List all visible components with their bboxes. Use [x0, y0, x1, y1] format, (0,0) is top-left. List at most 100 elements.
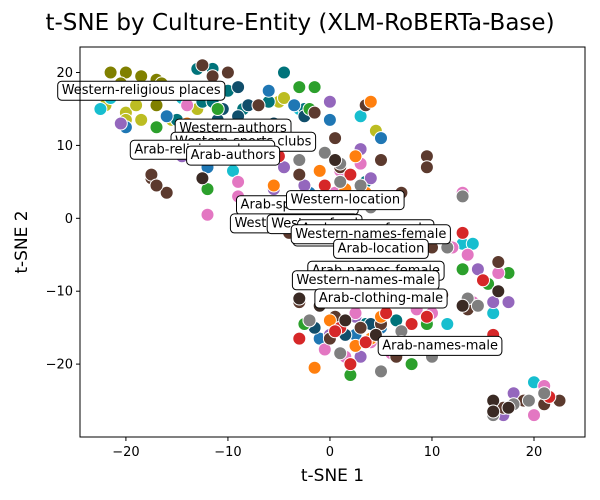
annotation-box	[286, 190, 405, 211]
annotation-text: Arab-clothing-male	[319, 291, 443, 306]
scatter-point	[491, 284, 506, 299]
annotation-label: Arab-authors	[186, 145, 281, 166]
scatter-point	[292, 167, 307, 182]
scatter-point	[440, 317, 455, 331]
scatter-point	[220, 65, 235, 80]
scatter-point	[159, 185, 174, 200]
scatter-point	[419, 309, 434, 324]
annotation-label: Western-location	[286, 190, 405, 211]
scatter-point	[322, 112, 337, 127]
scatter-point	[149, 120, 164, 135]
scatter-point	[307, 360, 322, 375]
scatter-point	[195, 171, 210, 186]
scatter-point	[231, 80, 246, 95]
annotation-text: Arab-authors	[191, 148, 276, 163]
scatter-point	[328, 153, 343, 167]
x-axis-label: t-SNE 1	[301, 466, 364, 486]
scatter-point	[149, 178, 164, 193]
scatter-point	[277, 91, 291, 105]
scatter-point	[338, 313, 353, 328]
scatter-point	[476, 273, 490, 288]
annotation-label: Western-religious places	[57, 80, 226, 101]
scatter-point	[149, 98, 164, 113]
scatter-point	[93, 102, 108, 116]
y-tick-label: 0	[65, 212, 73, 227]
annotation-text: Arab-location	[338, 241, 425, 256]
scatter-point	[521, 393, 536, 408]
annotation-text: Arab-names-male	[382, 338, 498, 353]
ticks-layer: −20 −10 0 10 20 −20 −10 0 10 20	[46, 66, 543, 460]
annotation-label: Arab-names-male	[377, 335, 503, 356]
scatter-point	[333, 346, 348, 361]
y-tick-label: 20	[56, 66, 73, 81]
annotation-text: Western-religious places	[62, 83, 221, 98]
scatter-point	[302, 313, 317, 328]
scatter-point	[180, 98, 195, 113]
scatter-point	[307, 80, 322, 95]
annotation-text: Western-names-male	[296, 273, 435, 288]
x-tick-label: 10	[424, 445, 441, 460]
scatter-point	[322, 94, 337, 109]
scatter-point	[404, 357, 419, 372]
scatter-point	[358, 335, 373, 350]
scatter-point	[455, 262, 470, 277]
x-tick-label: 0	[326, 445, 334, 460]
scatter-point	[343, 357, 358, 372]
annotation-box	[377, 335, 503, 356]
scatter-point	[501, 295, 516, 310]
scatter-point	[353, 320, 368, 335]
scatter-point	[277, 65, 291, 80]
scatter-point	[134, 112, 149, 127]
scatter-point	[312, 163, 327, 178]
annotation-box	[333, 238, 429, 259]
scatter-point	[501, 400, 516, 415]
x-tick-label: −10	[214, 445, 241, 460]
annotation-label: Western-names-male	[291, 270, 440, 291]
y-tick-label: −10	[46, 285, 73, 300]
annotation-label: Arab-location	[333, 238, 429, 259]
scatter-point	[317, 145, 332, 160]
scatter-point	[292, 331, 307, 346]
y-axis-label: t-SNE 2	[12, 210, 32, 273]
labels-layer: Western-religious placesWestern-authorsW…	[57, 80, 503, 356]
scatter-point	[231, 174, 246, 189]
scatter-point	[292, 80, 307, 95]
scatter-point	[210, 102, 225, 116]
scatter-point	[460, 247, 475, 262]
annotation-box	[57, 80, 226, 101]
scatter-point	[195, 58, 210, 73]
scatter-point	[333, 174, 348, 189]
annotation-box	[314, 288, 448, 309]
scatter-point	[103, 65, 118, 80]
scatter-point	[374, 131, 388, 146]
scatter-point	[287, 98, 302, 113]
scatter-point	[266, 178, 281, 193]
scatter-point	[486, 404, 501, 419]
scatter-point	[404, 317, 419, 331]
scatter-point	[353, 178, 368, 193]
scatter-point	[292, 291, 307, 306]
chart-title: t-SNE by Culture-Entity (XLM-RoBERTa-Bas…	[45, 10, 555, 36]
scatter-point	[363, 171, 378, 186]
scatter-point	[455, 189, 470, 204]
scatter-point	[470, 298, 485, 313]
scatter-point	[129, 98, 144, 113]
scatter-point	[328, 324, 343, 339]
axes-frame	[79, 46, 586, 438]
scatter-point	[307, 105, 322, 120]
scatter-point	[292, 153, 307, 167]
scatter-point	[113, 116, 128, 131]
scatter-point	[159, 109, 174, 124]
scatter-point	[455, 225, 470, 240]
scatter-point	[527, 408, 541, 423]
scatter-point	[374, 153, 388, 167]
scatter-point	[328, 131, 343, 146]
scatter-point	[455, 298, 470, 313]
scatter-point	[251, 98, 266, 113]
annotation-box	[186, 145, 281, 166]
scatter-point	[317, 178, 332, 193]
annotation-label: Arab-clothing-male	[314, 288, 448, 309]
scatter-point	[537, 386, 552, 401]
y-tick-label: −20	[46, 358, 73, 373]
annotation-text: Western-location	[291, 193, 401, 208]
